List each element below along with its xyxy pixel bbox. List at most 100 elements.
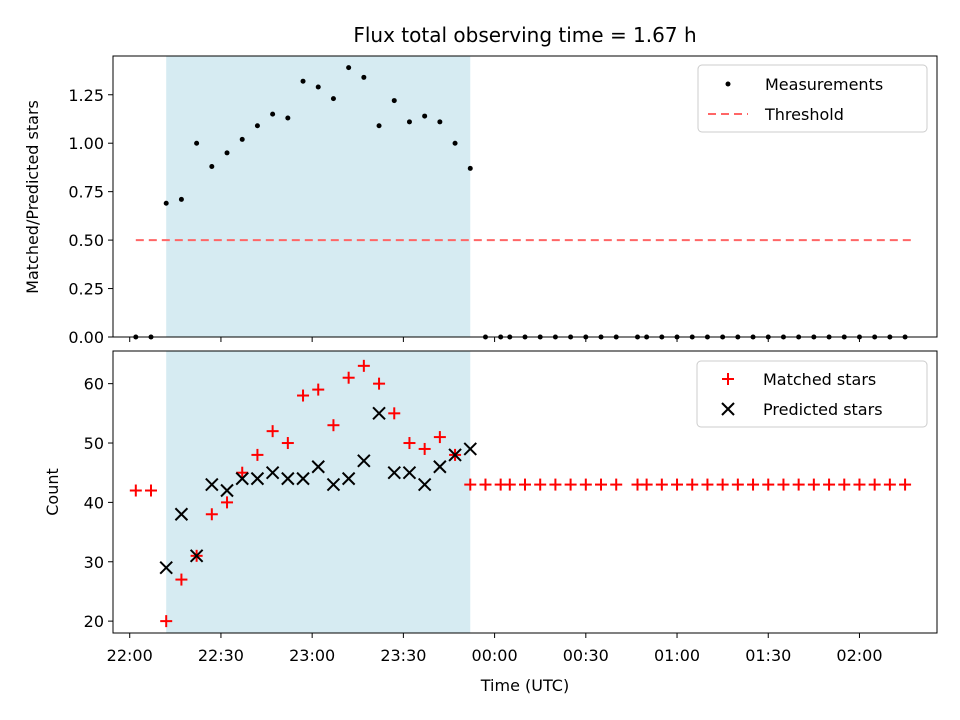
bottom-y-axis-label: Count [43,468,62,516]
y-tick-label: 0.75 [68,183,104,202]
measurement-point [330,96,336,102]
matched-star-marker [655,478,668,491]
matched-star-marker [671,478,684,491]
measurement-point [406,119,412,125]
matched-star-marker [777,478,790,491]
predicted-star-marker [387,465,401,480]
predicted-star-marker [402,465,417,480]
predicted-star-marker [205,477,219,492]
measurement-point [300,78,306,84]
top-y-axis-label: Matched/Predicted stars [23,100,42,294]
measurement-point [467,165,473,171]
matched-star-marker [807,478,820,491]
x-tick-label: 23:00 [289,646,335,665]
matched-star-marker [357,359,370,372]
predicted-star-marker [448,448,462,462]
measurement-point [361,74,367,80]
legend-measurements-label: Measurements [765,75,883,94]
matched-star-marker [388,407,401,420]
top-legend-box [697,64,928,133]
matched-star-marker [899,478,912,491]
y-tick-label: 60 [84,375,104,394]
predicted-star-marker [159,560,173,575]
bottom-panel: Count 20 30 40 50 60 22:00 22:30 23:00 23:30 00:… [43,350,938,695]
matched-star-marker [519,478,531,491]
matched-star-marker [792,478,805,491]
matched-star-marker [312,383,325,396]
y-tick-label: 0.00 [68,328,104,347]
legend-measurements-marker [725,81,731,87]
bottom-legend: Matched stars Predicted stars [696,360,928,428]
matched-star-marker [403,437,416,450]
predicted-star-marker [265,465,280,480]
bottom-legend-box [696,360,928,428]
x-tick-label: 01:00 [654,646,700,665]
matched-star-marker [373,377,386,390]
x-tick-label: 22:30 [198,646,244,665]
legend-matched-marker [722,373,734,385]
measurement-point [239,136,245,142]
predicted-star-marker [281,471,295,486]
matched-star-marker [823,478,836,491]
measurement-point [452,140,458,146]
matched-star-marker [716,478,729,491]
matched-star-marker [221,496,234,509]
matched-star-marker [853,478,866,491]
measurement-point [270,111,276,117]
predicted-star-marker [341,471,356,486]
measurement-point [376,123,382,129]
measurement-point [315,84,321,90]
bottom-x-ticks: 22:00 22:30 23:00 23:30 00:00 00:30 01:00 01:30… [107,633,883,665]
matched-star-marker [175,573,188,586]
y-tick-label: 50 [84,434,104,453]
predicted-star-markers [159,406,477,575]
legend-matched-label: Matched stars [763,370,876,389]
matched-star-marker [281,437,294,450]
predicted-star-marker [220,483,234,498]
matched-star-marker [205,508,218,521]
y-tick-label: 40 [84,493,104,512]
matched-star-marker [762,478,775,491]
y-tick-label: 30 [84,553,104,572]
matched-star-marker [145,484,158,497]
predicted-star-marker [463,442,477,456]
predicted-star-marker [235,471,249,486]
x-tick-label: 00:30 [563,646,609,665]
predicted-star-marker [296,471,310,486]
measurement-point [194,140,200,146]
x-tick-label: 02:00 [836,646,882,665]
y-tick-label: 20 [84,612,104,631]
y-tick-label: 1.00 [68,134,104,153]
matched-star-marker [564,478,577,491]
matched-star-marker [251,448,264,461]
matched-star-marker [883,478,896,491]
matched-star-marker [640,478,653,491]
x-tick-label: 22:00 [107,646,153,665]
matched-star-marker [701,478,714,491]
legend-predicted-label: Predicted stars [763,400,883,419]
matched-star-marker [534,478,547,491]
bottom-y-ticks: 20 30 40 50 60 [84,375,113,631]
measurement-point [422,113,428,119]
matched-star-marker [418,442,431,455]
matched-star-marker [236,466,249,479]
y-tick-label: 0.25 [68,280,104,299]
measurement-point [346,65,352,71]
x-axis-label: Time (UTC) [480,676,569,695]
predicted-star-marker [326,477,341,492]
legend-threshold-label: Threshold [764,105,844,124]
predicted-star-marker [189,549,204,563]
bottom-shaded-span [166,351,471,633]
matched-star-marker [266,425,279,438]
measurement-point [391,98,397,104]
legend-predicted-marker [721,402,735,416]
matched-star-marker [479,478,492,491]
measurement-point [285,115,291,121]
top-y-ticks: 0.00 0.25 0.50 0.75 1.00 1.25 [68,86,113,347]
measurement-point [224,150,230,156]
predicted-star-marker [174,507,189,521]
top-plot-frame [112,55,938,338]
matched-star-markers [129,359,912,628]
predicted-star-marker [433,460,447,474]
